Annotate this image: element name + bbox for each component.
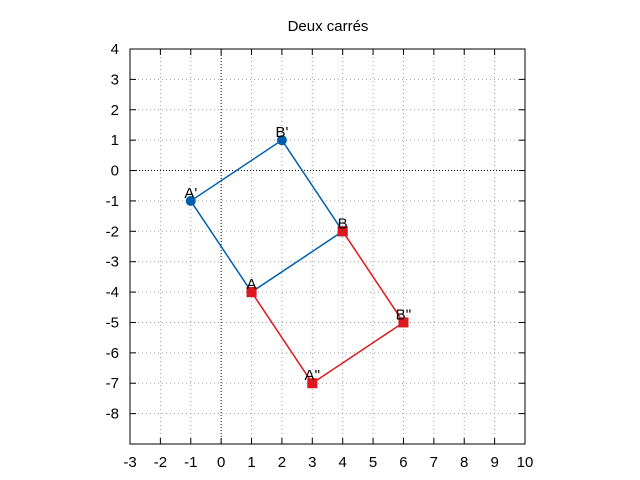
point-label: A'' — [304, 367, 320, 384]
y-tick-labels: -8 -7 -6 -5 -4 -3 -2 -1 0 1 2 3 4 — [106, 41, 119, 423]
y-tick-label: -2 — [106, 223, 119, 240]
point-label: B'' — [396, 306, 412, 323]
x-tick-label: -1 — [184, 454, 197, 471]
x-tick-label: 5 — [369, 454, 377, 471]
x-tick-label: 3 — [308, 454, 316, 471]
y-tick-label: -8 — [106, 406, 119, 423]
x-tick-label: 6 — [399, 454, 407, 471]
y-tick-label: -4 — [106, 284, 119, 301]
series-1-line — [189, 139, 344, 293]
plot-frame — [129, 48, 526, 445]
y-tick-label: -7 — [106, 375, 119, 392]
point-label: A' — [184, 185, 197, 202]
grid — [130, 49, 525, 444]
series-layer — [185, 135, 409, 389]
x-tick-label: -2 — [154, 454, 167, 471]
point-label: B' — [275, 124, 288, 141]
x-tick-label: -3 — [123, 454, 136, 471]
series-2-point — [246, 287, 257, 298]
x-tick-label: 7 — [430, 454, 438, 471]
x-tick-label: 10 — [517, 454, 534, 471]
x-tick-labels: -3 -2 -1 0 1 2 3 4 5 6 7 8 9 10 — [123, 454, 533, 471]
ticks — [129, 48, 526, 444]
chart-title: Deux carrés — [288, 18, 369, 35]
series-1-point — [185, 195, 196, 206]
point-label: A — [247, 276, 257, 293]
x-tick-label: 9 — [490, 454, 498, 471]
y-tick-label: 4 — [111, 41, 119, 58]
series-2-point — [307, 378, 318, 389]
y-tick-label: -6 — [106, 345, 119, 362]
y-tick-label: -1 — [106, 193, 119, 210]
x-tick-label: 8 — [460, 454, 468, 471]
y-tick-label: -3 — [106, 254, 119, 271]
y-tick-label: -5 — [106, 314, 119, 331]
x-tick-label: 1 — [247, 454, 255, 471]
y-tick-label: 2 — [111, 102, 119, 119]
series-2-point — [337, 226, 348, 237]
series-2-point — [398, 317, 409, 328]
point-label: B — [338, 215, 348, 232]
y-tick-label: 0 — [111, 163, 119, 180]
point-labels: A B B' A' A'' B'' — [184, 124, 411, 384]
y-tick-label: 3 — [111, 71, 119, 88]
series-1-point — [276, 135, 287, 146]
x-tick-label: 0 — [217, 454, 225, 471]
zero-axes — [130, 49, 525, 444]
series-2-line — [250, 230, 405, 385]
x-tick-label: 4 — [339, 454, 347, 471]
y-tick-label: 1 — [111, 132, 119, 149]
x-tick-label: 2 — [278, 454, 286, 471]
